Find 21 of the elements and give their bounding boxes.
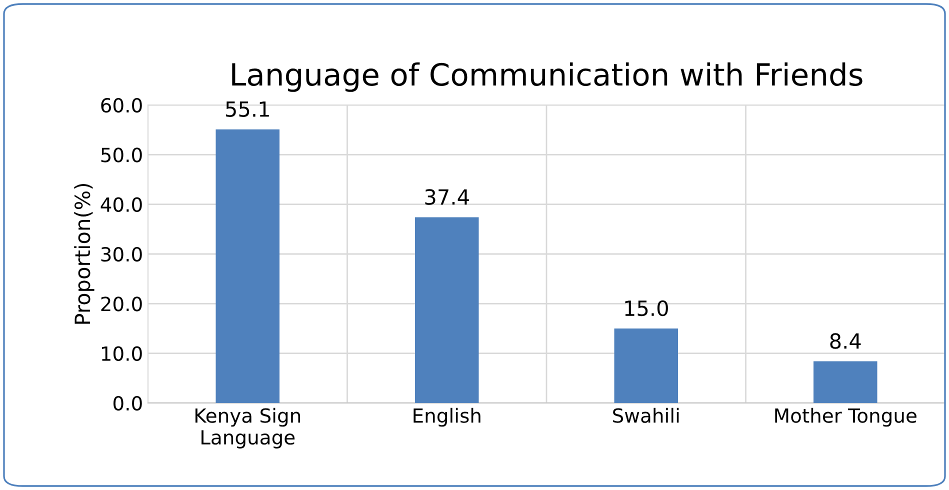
data-label: 15.0: [625, 300, 668, 316]
y-tick-label: 50.0: [101, 148, 142, 162]
x-tick-label: Mother Tongue: [775, 408, 916, 427]
bar: [216, 129, 280, 403]
y-tick-label: 0.0: [114, 396, 142, 411]
chart-title: Language of Communication with Friends: [232, 62, 862, 92]
y-tick-label: 60.0: [101, 98, 142, 113]
y-tick-label: 40.0: [100, 197, 142, 212]
x-tick-label: Kenya Sign Language: [195, 408, 300, 448]
y-axis-title: Proportion(%): [74, 184, 94, 324]
data-label: 8.4: [830, 333, 861, 349]
x-tick-label: English: [414, 408, 480, 427]
bar: [813, 361, 878, 403]
y-tick-label: 20.0: [101, 296, 142, 312]
data-label: 55.1: [226, 101, 269, 117]
data-label: 37.4: [425, 189, 469, 205]
x-tick-label: Swahili: [613, 408, 679, 423]
y-tick-label: 30.0: [101, 246, 142, 262]
bar: [414, 217, 479, 403]
y-tick-label: 10.0: [102, 346, 142, 361]
bar: [614, 328, 678, 403]
